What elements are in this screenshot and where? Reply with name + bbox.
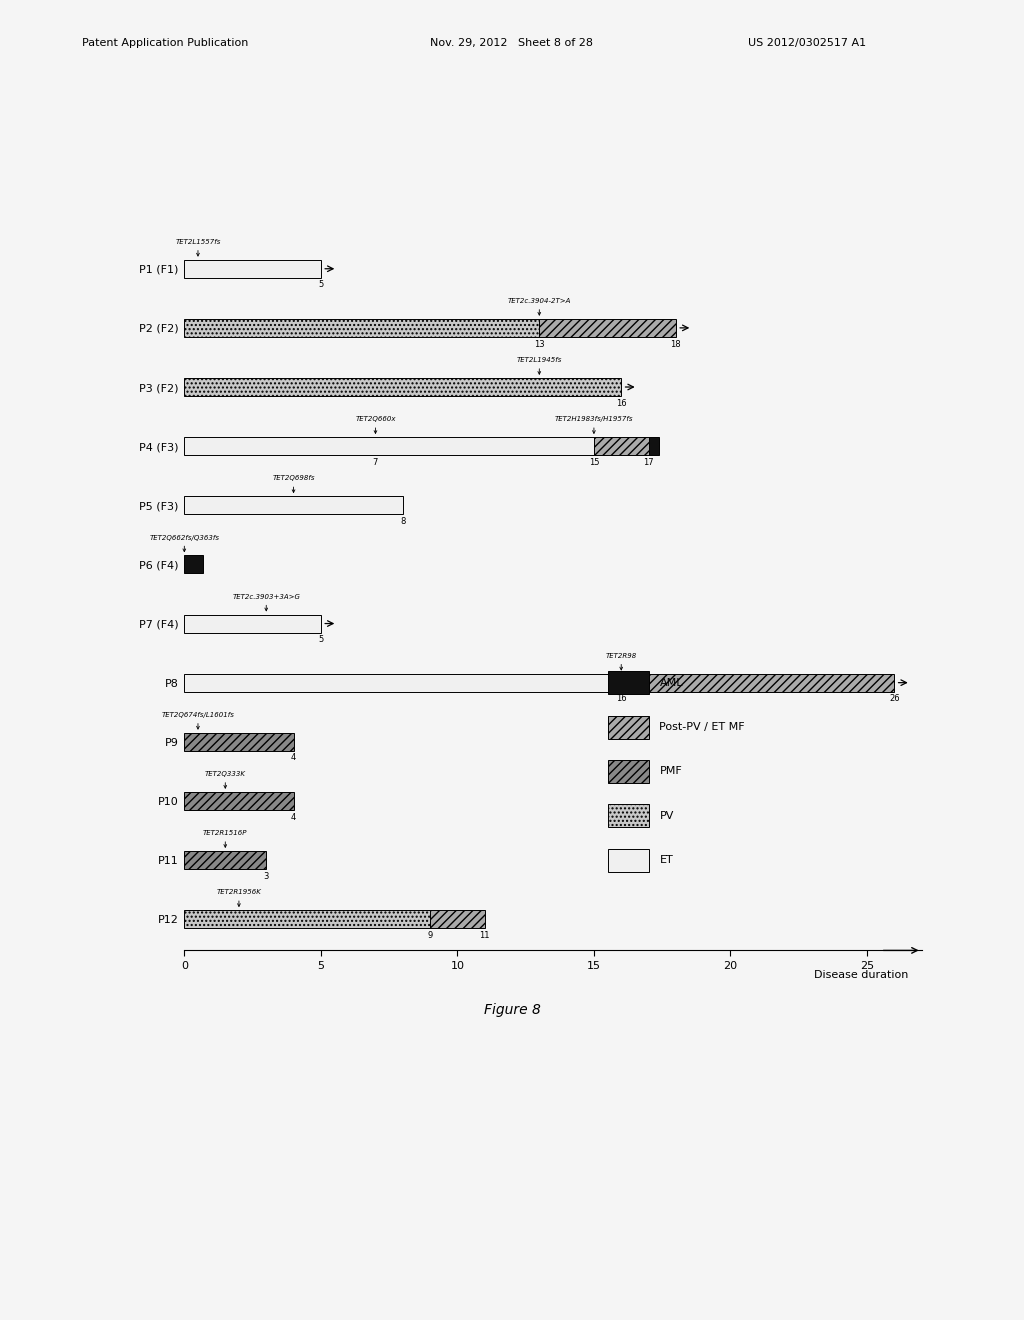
Bar [607, 671, 648, 694]
Bar [607, 715, 648, 738]
Text: ET: ET [659, 855, 673, 865]
Text: TET2L1945fs: TET2L1945fs [517, 358, 562, 375]
Text: TET2Q698fs: TET2Q698fs [272, 475, 314, 492]
Bar [184, 615, 321, 632]
Text: TET2H1983fs/H1957fs: TET2H1983fs/H1957fs [555, 416, 633, 433]
Text: 11: 11 [479, 931, 489, 940]
Text: 4: 4 [291, 754, 296, 763]
Text: 8: 8 [400, 517, 406, 525]
Text: 5: 5 [318, 635, 324, 644]
Text: 18: 18 [671, 339, 681, 348]
Bar [184, 851, 266, 869]
Bar [184, 319, 540, 337]
Bar [184, 378, 622, 396]
Bar [184, 496, 402, 515]
Text: Patent Application Publication: Patent Application Publication [82, 38, 248, 49]
Text: 16: 16 [615, 399, 627, 408]
Text: TET2Q333K: TET2Q333K [205, 771, 246, 788]
Text: TET2R1516P: TET2R1516P [203, 830, 248, 847]
Bar [184, 792, 294, 810]
Text: Nov. 29, 2012   Sheet 8 of 28: Nov. 29, 2012 Sheet 8 of 28 [430, 38, 593, 49]
Bar [184, 911, 430, 928]
Bar [607, 804, 648, 828]
Bar [648, 437, 659, 455]
Bar [540, 319, 676, 337]
Bar [184, 260, 321, 277]
Bar [594, 437, 648, 455]
Text: TET2c.3903+3A>G: TET2c.3903+3A>G [232, 594, 300, 611]
Text: TET2L1557fs: TET2L1557fs [175, 239, 220, 256]
Bar [184, 556, 204, 573]
Text: 3: 3 [263, 871, 269, 880]
Text: 26: 26 [889, 694, 900, 704]
Text: Disease duration: Disease duration [814, 970, 908, 981]
Text: TET2Q662fs/Q363fs: TET2Q662fs/Q363fs [150, 535, 219, 552]
Text: TET2R98: TET2R98 [605, 653, 637, 671]
Text: 9: 9 [427, 931, 433, 940]
Text: 17: 17 [643, 458, 654, 467]
Text: TET2R1956K: TET2R1956K [216, 890, 261, 907]
Text: TET2Q660x: TET2Q660x [355, 416, 395, 433]
Text: AML: AML [659, 677, 683, 688]
Text: Figure 8: Figure 8 [483, 1003, 541, 1018]
Bar [607, 760, 648, 783]
Text: TET2Q674fs/L1601fs: TET2Q674fs/L1601fs [162, 711, 234, 729]
Bar [184, 437, 594, 455]
Bar [184, 673, 622, 692]
Text: 4: 4 [291, 813, 296, 821]
Text: 15: 15 [589, 458, 599, 467]
Bar [184, 733, 294, 751]
Text: 7: 7 [373, 458, 378, 467]
Text: 13: 13 [534, 339, 545, 348]
Bar [622, 673, 894, 692]
Text: US 2012/0302517 A1: US 2012/0302517 A1 [748, 38, 865, 49]
Text: Post-PV / ET MF: Post-PV / ET MF [659, 722, 745, 733]
Text: 5: 5 [318, 280, 324, 289]
Bar [430, 911, 484, 928]
Text: TET2c.3904-2T>A: TET2c.3904-2T>A [508, 298, 571, 315]
Bar [607, 849, 648, 871]
Text: PV: PV [659, 810, 674, 821]
Text: 16: 16 [615, 694, 627, 704]
Text: PMF: PMF [659, 767, 682, 776]
